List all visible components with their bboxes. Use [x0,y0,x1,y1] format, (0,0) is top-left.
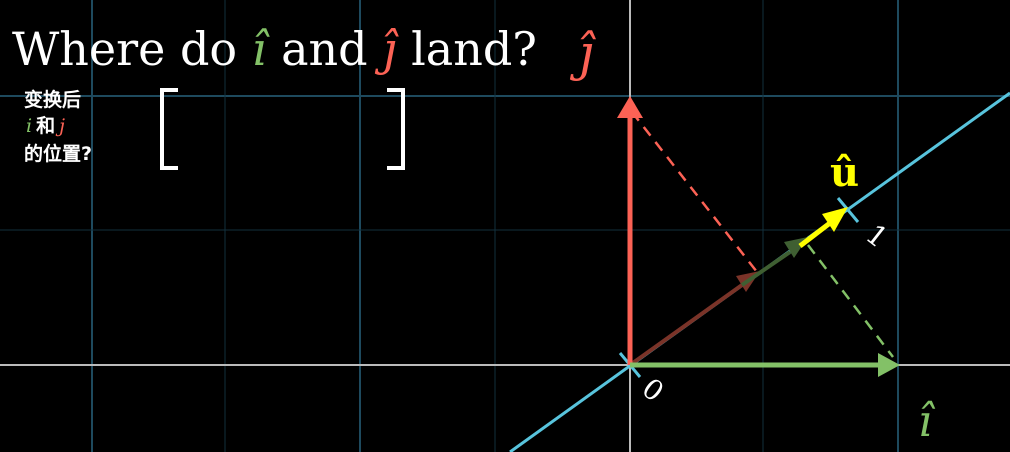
u-hat-label: û [830,149,859,196]
matrix-left-bracket [160,88,178,170]
title-i-hat: î [252,22,271,76]
caption-j: j [55,115,65,137]
unit-one-label: 1 [860,218,894,255]
origin-zero-label: 0 [636,372,670,409]
j-projection-vector [628,271,760,367]
title-suffix: land? [396,22,537,76]
i-projection-dashed-line [807,244,894,358]
j-hat-vector-label: ĵ [569,24,596,82]
j-projection-dashed-line [631,111,758,273]
u-hat-vector [798,207,848,248]
unit-tick [836,197,860,223]
empty-matrix [160,88,405,170]
title-middle: and [266,22,382,76]
i-projection-vector [740,237,808,287]
i-hat-vector [630,353,900,377]
j-hat-vector [617,96,643,365]
page-title: Where do î and ĵ land? [12,22,537,76]
caption-line-1: 变换后 [24,88,81,111]
caption-i: i [26,115,32,137]
caption-line-3: 的位置? [24,142,92,165]
title-prefix: Where do [12,22,252,76]
matrix-right-bracket [387,88,405,170]
i-hat-axis-label: î [918,396,936,447]
caption-and: 和 [36,114,55,137]
